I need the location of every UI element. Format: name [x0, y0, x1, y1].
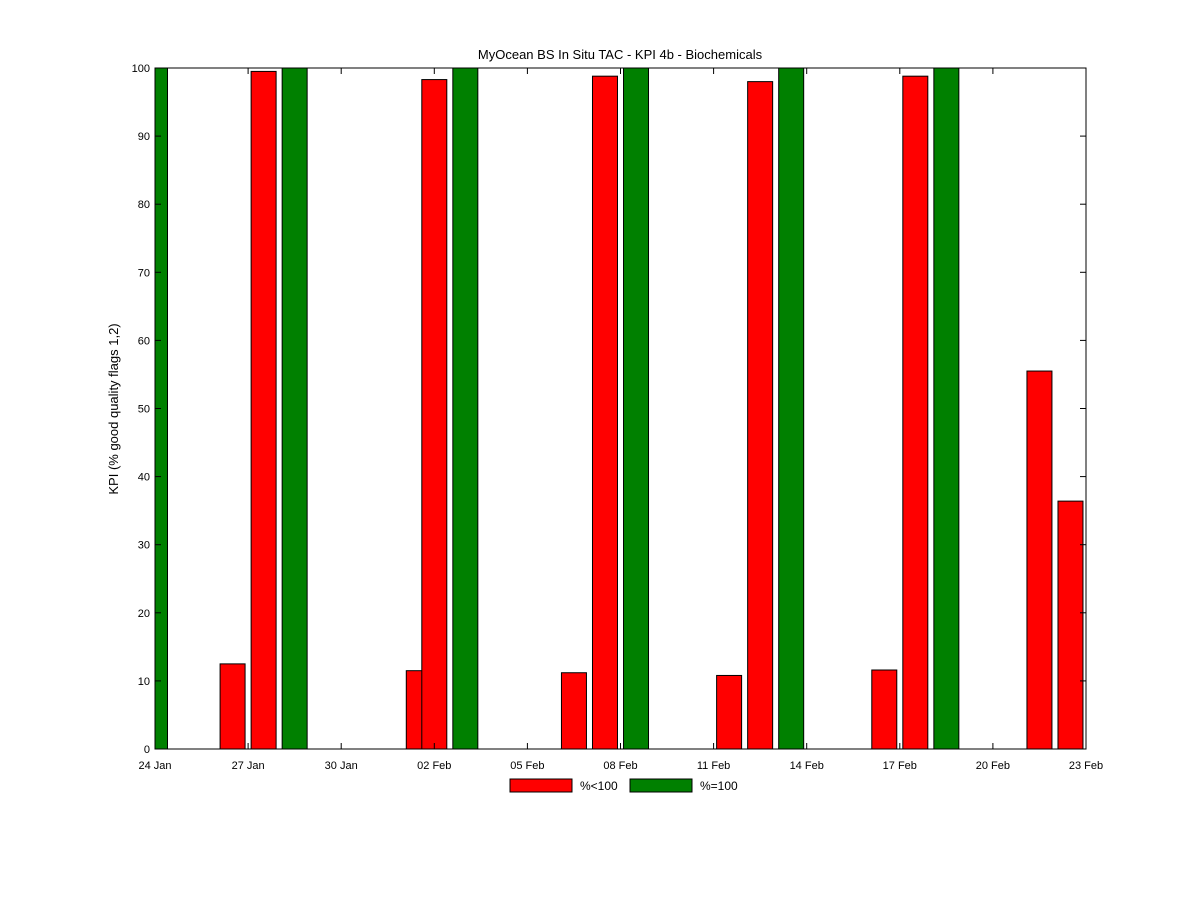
bar-series0-3 [421, 79, 448, 750]
y-tick-label-100: 100 [132, 63, 150, 75]
x-tick-label-4: 05 Feb [510, 760, 544, 772]
y-tick-label-40: 40 [138, 472, 150, 484]
bar-series1-1 [281, 67, 308, 750]
y-axis: 0 10 20 30 40 50 60 70 80 90 100 [132, 63, 1086, 756]
legend-swatch-equal-100 [629, 778, 693, 793]
y-tick-label-90: 90 [138, 131, 150, 143]
bars-group [154, 67, 1084, 750]
x-tick-label-7: 14 Feb [790, 760, 824, 772]
bar-series1-4 [778, 67, 805, 750]
y-tick-label-0: 0 [144, 744, 150, 756]
bar-series0-0 [219, 663, 246, 750]
y-tick-label-30: 30 [138, 540, 150, 552]
bar-series0-5 [591, 75, 618, 750]
x-tick-label-10: 23 Feb [1069, 760, 1103, 772]
bar-series0-4 [560, 672, 587, 750]
x-tick-label-3: 02 Feb [417, 760, 451, 772]
y-axis-label: KPI (% good quality flags 1,2) [106, 323, 121, 494]
y-tick-label-60: 60 [138, 335, 150, 347]
x-tick-label-9: 20 Feb [976, 760, 1010, 772]
x-axis: 24 Jan 27 Jan 30 Jan 02 Feb 05 Feb 08 Feb 11 F… [138, 68, 1103, 772]
y-tick-label-80: 80 [138, 199, 150, 211]
bar-series0-8 [871, 669, 898, 750]
chart-title: MyOcean BS In Situ TAC - KPI 4b - Bioche… [478, 47, 763, 62]
y-tick-label-10: 10 [138, 676, 150, 688]
legend-swatch-less-than-100 [509, 778, 573, 793]
legend: %<100 %=100 [502, 775, 751, 797]
x-tick-label-6: 11 Feb [697, 760, 730, 772]
bar-series0-11 [1057, 500, 1084, 750]
x-tick-label-0: 24 Jan [138, 760, 171, 772]
bar-series0-7 [747, 81, 774, 750]
bar-series1-5 [933, 67, 960, 750]
bar-series0-9 [902, 75, 929, 750]
y-tick-label-70: 70 [138, 267, 150, 279]
legend-label-less-than-100: %<100 [580, 779, 618, 793]
legend-label-equal-100: %=100 [700, 779, 738, 793]
y-tick-label-20: 20 [138, 608, 150, 620]
x-tick-label-8: 17 Feb [883, 760, 917, 772]
y-tick-label-50: 50 [138, 404, 150, 416]
x-tick-label-1: 27 Jan [232, 760, 265, 772]
bar-series0-1 [250, 70, 277, 750]
bar-series0-6 [716, 674, 743, 750]
x-tick-label-5: 08 Feb [603, 760, 637, 772]
x-tick-label-2: 30 Jan [325, 760, 358, 772]
bar-series1-3 [623, 67, 650, 750]
bar-series1-2 [452, 67, 479, 750]
bar-series0-10 [1026, 370, 1053, 750]
